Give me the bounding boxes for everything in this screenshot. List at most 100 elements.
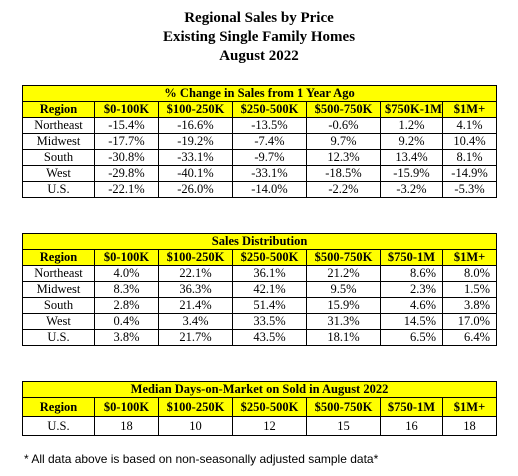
value-cell: 9.2% bbox=[380, 133, 443, 150]
value-cell: 2.3% bbox=[380, 281, 443, 298]
value-cell: -0.6% bbox=[306, 117, 381, 134]
table-row: Midwest -17.7% -19.2% -7.4% 9.7% 9.2% 10.4% bbox=[22, 133, 498, 150]
value-cell: -22.1% bbox=[94, 181, 159, 198]
table-header-row: Region $0-100K $100-250K $250-500K $500-750K… bbox=[22, 397, 498, 417]
value-cell: 51.4% bbox=[232, 297, 307, 314]
value-cell: -5.3% bbox=[441, 181, 498, 198]
value-cell: 1.2% bbox=[380, 117, 443, 134]
table-row: South -30.8% -33.1% -9.7% 12.3% 13.4% 8.1% bbox=[22, 149, 498, 166]
report-subtitle: Existing Single Family Homes bbox=[162, 29, 356, 45]
value-cell: 18 bbox=[94, 416, 159, 436]
value-cell: 17.0% bbox=[441, 313, 498, 330]
value-cell: 6.5% bbox=[380, 329, 443, 346]
region-cell: West bbox=[22, 313, 95, 330]
value-cell: 36.3% bbox=[158, 281, 233, 298]
footnote: * All data above is based on non-seasona… bbox=[24, 452, 379, 466]
column-header: $500-750K bbox=[306, 101, 381, 118]
table-row: Midwest 8.3% 36.3% 42.1% 9.5% 2.3% 1.5% bbox=[22, 281, 498, 298]
region-cell: West bbox=[22, 165, 95, 182]
column-header: $0-100K bbox=[94, 249, 159, 266]
region-cell: South bbox=[22, 297, 95, 314]
value-cell: -16.6% bbox=[158, 117, 233, 134]
column-header: $100-250K bbox=[158, 397, 233, 417]
value-cell: 14.5% bbox=[380, 313, 443, 330]
value-cell: 1.5% bbox=[441, 281, 498, 298]
region-cell: Midwest bbox=[22, 133, 95, 150]
value-cell: -17.7% bbox=[94, 133, 159, 150]
value-cell: 18.1% bbox=[306, 329, 381, 346]
value-cell: -33.1% bbox=[232, 165, 307, 182]
region-cell: Northeast bbox=[22, 265, 95, 282]
column-header: $1M+ bbox=[441, 249, 498, 266]
value-cell: 3.8% bbox=[94, 329, 159, 346]
value-cell: -18.5% bbox=[306, 165, 381, 182]
value-cell: 31.3% bbox=[306, 313, 381, 330]
region-cell: Midwest bbox=[22, 281, 95, 298]
value-cell: 15 bbox=[306, 416, 381, 436]
value-cell: 13.4% bbox=[380, 149, 443, 166]
value-cell: 43.5% bbox=[232, 329, 307, 346]
region-cell: South bbox=[22, 149, 95, 166]
value-cell: -30.8% bbox=[94, 149, 159, 166]
value-cell: 4.6% bbox=[380, 297, 443, 314]
column-header: Region bbox=[22, 249, 95, 266]
median-days-table: Median Days-on-Market on Sold in August … bbox=[21, 381, 498, 436]
value-cell: 16 bbox=[380, 416, 443, 436]
value-cell: 8.1% bbox=[441, 149, 498, 166]
table-title: Sales Distribution bbox=[21, 233, 498, 250]
value-cell: -19.2% bbox=[158, 133, 233, 150]
report-header: Regional Sales by Price Existing Single … bbox=[0, 9, 518, 66]
value-cell: 3.4% bbox=[158, 313, 233, 330]
value-cell: 8.0% bbox=[441, 265, 498, 282]
value-cell: 18 bbox=[441, 416, 498, 436]
region-cell: U.S. bbox=[22, 416, 95, 436]
value-cell: 9.5% bbox=[306, 281, 381, 298]
table-row: U.S. -22.1% -26.0% -14.0% -2.2% -3.2% -5.3% bbox=[22, 181, 498, 198]
table-row: West -29.8% -40.1% -33.1% -18.5% -15.9% -14.9% bbox=[22, 165, 498, 182]
value-cell: 6.4% bbox=[441, 329, 498, 346]
value-cell: -13.5% bbox=[232, 117, 307, 134]
value-cell: 3.8% bbox=[441, 297, 498, 314]
column-header: Region bbox=[22, 101, 95, 118]
region-cell: Northeast bbox=[22, 117, 95, 134]
value-cell: 4.1% bbox=[441, 117, 498, 134]
table-row: Northeast -15.4% -16.6% -13.5% -0.6% 1.2% 4.1% bbox=[22, 117, 498, 134]
column-header: $1M+ bbox=[441, 397, 498, 417]
value-cell: -29.8% bbox=[94, 165, 159, 182]
value-cell: -14.9% bbox=[441, 165, 498, 182]
value-cell: 15.9% bbox=[306, 297, 381, 314]
column-header: $250-500K bbox=[232, 101, 307, 118]
sales-distribution-table: Sales Distribution Region $0-100K $100-250K… bbox=[21, 233, 498, 346]
value-cell: -33.1% bbox=[158, 149, 233, 166]
value-cell: 10.4% bbox=[441, 133, 498, 150]
table-row: West 0.4% 3.4% 33.5% 31.3% 14.5% 17.0% bbox=[22, 313, 498, 330]
value-cell: 8.6% bbox=[380, 265, 443, 282]
region-cell: U.S. bbox=[22, 181, 95, 198]
report-period: August 2022 bbox=[219, 48, 299, 64]
table-header-row: Region $0-100K $100-250K $250-500K $500-750K… bbox=[22, 249, 498, 266]
value-cell: -14.0% bbox=[232, 181, 307, 198]
table-header-row: Region $0-100K $100-250K $250-500K $500-750K… bbox=[22, 101, 498, 118]
column-header: $100-250K bbox=[158, 101, 233, 118]
value-cell: 9.7% bbox=[306, 133, 381, 150]
value-cell: 0.4% bbox=[94, 313, 159, 330]
table-title: % Change in Sales from 1 Year Ago bbox=[21, 85, 498, 102]
pct-change-table: % Change in Sales from 1 Year Ago Region $… bbox=[21, 85, 498, 198]
table-row: South 2.8% 21.4% 51.4% 15.9% 4.6% 3.8% bbox=[22, 297, 498, 314]
value-cell: 33.5% bbox=[232, 313, 307, 330]
value-cell: 8.3% bbox=[94, 281, 159, 298]
value-cell: 10 bbox=[158, 416, 233, 436]
value-cell: 21.2% bbox=[306, 265, 381, 282]
value-cell: -40.1% bbox=[158, 165, 233, 182]
value-cell: 22.1% bbox=[158, 265, 233, 282]
value-cell: 36.1% bbox=[232, 265, 307, 282]
value-cell: 42.1% bbox=[232, 281, 307, 298]
column-header: $100-250K bbox=[158, 249, 233, 266]
value-cell: 2.8% bbox=[94, 297, 159, 314]
table-row: U.S. 18 10 12 15 16 18 bbox=[22, 416, 498, 436]
value-cell: -15.9% bbox=[380, 165, 443, 182]
column-header: $0-100K bbox=[94, 397, 159, 417]
column-header: $250-500K bbox=[232, 249, 307, 266]
value-cell: 4.0% bbox=[94, 265, 159, 282]
column-header: Region bbox=[22, 397, 95, 417]
